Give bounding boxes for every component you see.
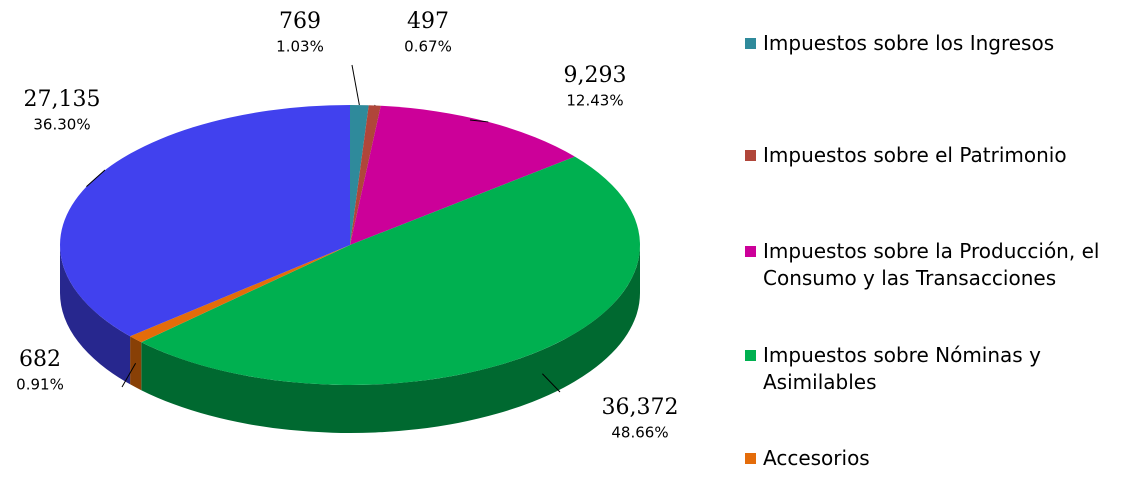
slice-side: [130, 336, 142, 391]
value-label: 27,135: [24, 87, 101, 112]
leader-line: [542, 373, 561, 393]
legend-item: Impuestos sobre Nóminas y Asimilables: [745, 342, 1105, 396]
legend-swatch: [745, 150, 756, 161]
value-label: 9,293: [564, 63, 627, 88]
pie-area: 769 1.03% 497 0.67% 9,293 12.43% 36,372 48.66% 6…: [16, 9, 679, 442]
percent-label: 0.67%: [404, 38, 452, 56]
legend-label: Impuestos sobre la Producción, el Consum…: [763, 239, 1100, 290]
value-label: 769: [279, 9, 321, 34]
legend-item: Impuestos sobre el Patrimonio: [745, 142, 1105, 169]
legend-label: Impuestos sobre Nóminas y Asimilables: [763, 343, 1041, 394]
legend-swatch: [745, 38, 756, 49]
leader-line: [351, 64, 360, 106]
legend-swatch: [745, 246, 756, 257]
value-label: 682: [19, 347, 61, 372]
legend-item: Accesorios: [745, 445, 1105, 472]
leader-line: [121, 363, 137, 388]
value-label: 36,372: [602, 395, 679, 420]
legend-swatch: [745, 453, 756, 464]
slice: [130, 245, 350, 343]
legend-item: Impuestos sobre los Ingresos: [745, 30, 1105, 57]
percent-label: 12.43%: [566, 92, 623, 110]
leader-line: [469, 119, 489, 123]
legend-label: Impuestos sobre el Patrimonio: [763, 143, 1067, 167]
slice: [350, 105, 369, 245]
slice: [141, 156, 640, 386]
percent-label: 1.03%: [276, 38, 324, 56]
legend-item: Impuestos sobre la Producción, el Consum…: [745, 238, 1105, 292]
value-label: 497: [407, 9, 449, 34]
percent-label: 36.30%: [33, 116, 90, 134]
legend-label: Accesorios: [763, 446, 870, 470]
slice: [59, 105, 350, 337]
slice-side: [141, 245, 640, 433]
slice: [350, 105, 381, 245]
slice-side: [60, 245, 131, 385]
percent-label: 0.91%: [16, 376, 64, 394]
leader-line: [86, 169, 106, 187]
legend-label: Impuestos sobre los Ingresos: [763, 31, 1055, 55]
slice: [350, 105, 575, 245]
legend-swatch: [745, 350, 756, 361]
percent-label: 48.66%: [611, 424, 668, 442]
